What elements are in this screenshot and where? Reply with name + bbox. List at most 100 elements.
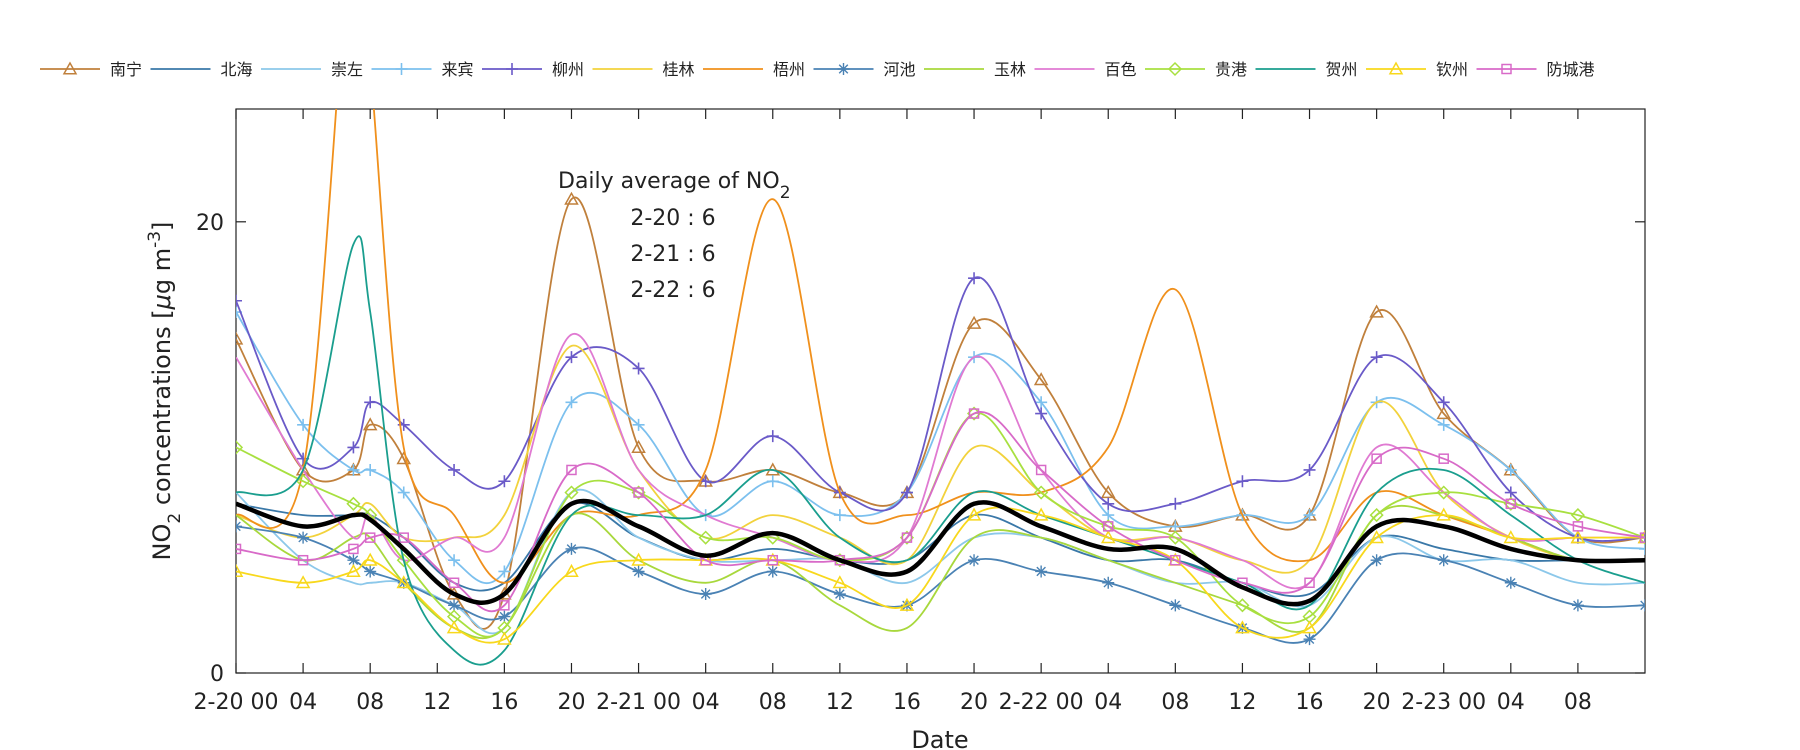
data-point [1505,498,1517,510]
plot-area [235,108,1646,674]
data-point [296,474,311,489]
legend-label: 北海 [221,60,253,79]
data-point [1437,418,1450,431]
x-tick-label: 08 [356,690,384,715]
legend-marker [837,63,850,75]
annotation-line-3: 2-22 : 6 [630,278,715,303]
data-point [1303,509,1316,522]
legend-item: 桂林 [592,60,695,79]
data-point [565,351,578,364]
legend-label: 南宁 [110,60,142,79]
data-point [1303,463,1316,476]
legend-marker [1388,61,1404,75]
x-tick-label: 04 [289,690,317,715]
y-title-close: ] [148,222,176,231]
y-axis-title: NO2 concentrations [μg m-3] [145,222,185,561]
legend-item: 梧州 [703,60,805,79]
data-point [1035,396,1048,409]
data-point [565,396,578,409]
data-point [1034,485,1049,500]
legend-label: 柳州 [552,60,584,79]
x-tick-label: 12 [1228,690,1256,715]
data-point [1437,396,1450,409]
series-line [236,109,1645,584]
data-point [966,507,982,521]
series-line [236,411,1645,613]
data-point [1169,599,1182,612]
data-point [1169,497,1182,510]
data-point [1102,497,1115,510]
data-point [1102,509,1115,522]
data-point [968,408,980,419]
data-point [968,554,981,567]
x-tick-label: 08 [1564,690,1592,715]
data-point [346,563,361,578]
data-point [362,417,378,431]
data-point [1102,521,1114,532]
annotation-title-text: Daily average of NO [558,169,780,194]
data-point [396,553,411,568]
data-point [631,552,646,566]
legend-marker [1167,61,1183,77]
data-point [364,532,376,543]
data-point [295,575,311,589]
data-point [1235,620,1250,634]
annotation-line-1: 2-20 : 6 [630,206,715,231]
legend-item: 河池 [813,60,916,79]
data-point [448,463,461,476]
legend-item: 贺州 [1255,60,1358,79]
legend-label: 钦州 [1436,60,1468,79]
data-point [1304,577,1315,589]
data-point [1572,521,1584,532]
y-title-tail: concentrations [ [148,309,176,512]
y-title-unit: g m [148,248,176,294]
data-point [564,485,579,500]
series-average-line [236,498,1645,607]
data-point [766,430,779,443]
data-point [1035,565,1048,578]
data-point [833,588,846,601]
data-point [699,475,712,488]
data-point [631,439,646,453]
y-tick-label: 20 [196,211,224,236]
daily-average-annotation: Daily average of NO2 2-20 : 6 2-21 : 6 2… [558,169,791,303]
data-point [966,315,982,329]
data-point [398,532,409,543]
legend-item: 贵港 [1145,60,1247,79]
legend-label: 防城港 [1547,60,1595,79]
data-point [1370,554,1383,567]
data-point [699,588,712,601]
data-point [632,418,645,431]
legend-label: 贵港 [1215,60,1247,79]
data-point [1170,554,1181,566]
series-line [236,333,1645,590]
data-point [1033,507,1049,521]
data-point [1639,542,1645,555]
x-tick-label: 16 [893,690,921,715]
series-layer [236,109,1645,666]
data-point [297,554,309,566]
data-point [833,509,846,522]
data-point [1100,484,1116,499]
x-tick-label: 2-21 00 [596,690,681,715]
data-point [362,552,378,566]
data-point [1102,576,1115,589]
data-point [497,631,512,645]
legend: 南宁 北海 崇左 来宾 柳州 桂林 梧州 河池 玉林 百色 贵港 贺州 钦州 防城港 [40,60,1595,79]
data-point [564,191,579,205]
legend-marker [1501,63,1512,75]
series-12 [236,235,1645,666]
data-point [900,486,913,499]
data-point [236,294,242,307]
legend-item: 钦州 [1366,60,1468,79]
legend-marker [395,63,408,75]
data-point [397,486,410,499]
data-point [1369,304,1384,318]
data-point [1033,372,1049,386]
data-point [1570,508,1585,523]
data-point [1035,407,1048,420]
data-point [899,597,915,611]
data-point [901,532,913,543]
data-point [348,543,359,555]
